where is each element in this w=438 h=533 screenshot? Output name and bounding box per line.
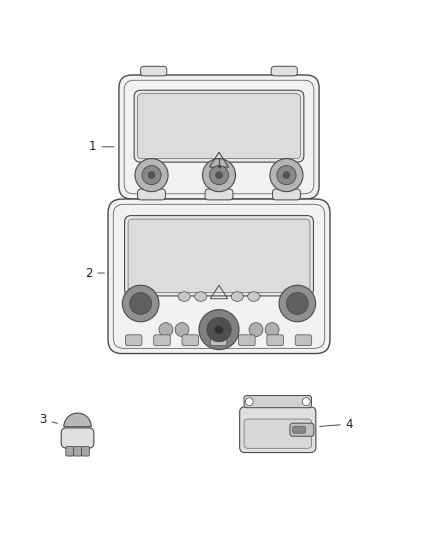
FancyBboxPatch shape: [74, 447, 81, 456]
Circle shape: [249, 322, 263, 336]
Circle shape: [199, 310, 239, 350]
FancyBboxPatch shape: [125, 335, 142, 346]
Circle shape: [175, 322, 189, 336]
Text: 4: 4: [320, 417, 353, 431]
FancyBboxPatch shape: [267, 335, 283, 346]
Ellipse shape: [194, 292, 207, 301]
FancyBboxPatch shape: [290, 423, 314, 436]
FancyBboxPatch shape: [81, 447, 89, 456]
Text: 2: 2: [85, 266, 104, 279]
Circle shape: [245, 398, 253, 406]
Text: 3: 3: [39, 413, 57, 426]
FancyBboxPatch shape: [210, 335, 227, 346]
FancyBboxPatch shape: [128, 219, 310, 293]
Circle shape: [159, 322, 173, 336]
Circle shape: [302, 398, 310, 406]
FancyBboxPatch shape: [134, 90, 304, 162]
FancyBboxPatch shape: [61, 428, 94, 448]
FancyBboxPatch shape: [141, 66, 167, 76]
FancyBboxPatch shape: [240, 407, 316, 453]
FancyBboxPatch shape: [239, 335, 255, 346]
Circle shape: [279, 285, 316, 322]
Circle shape: [122, 285, 159, 322]
Circle shape: [130, 293, 152, 314]
Circle shape: [270, 158, 303, 192]
Circle shape: [148, 172, 155, 179]
FancyBboxPatch shape: [66, 447, 74, 456]
Wedge shape: [64, 413, 91, 427]
Circle shape: [209, 166, 229, 184]
Circle shape: [286, 293, 308, 314]
Circle shape: [283, 172, 290, 179]
Ellipse shape: [178, 292, 190, 301]
FancyBboxPatch shape: [244, 419, 311, 448]
FancyBboxPatch shape: [154, 335, 170, 346]
FancyBboxPatch shape: [119, 75, 319, 199]
Text: 1: 1: [89, 140, 114, 154]
FancyBboxPatch shape: [205, 189, 233, 200]
Circle shape: [207, 318, 231, 342]
Circle shape: [277, 166, 296, 184]
Circle shape: [202, 158, 236, 192]
Ellipse shape: [231, 292, 244, 301]
FancyBboxPatch shape: [138, 189, 166, 200]
FancyBboxPatch shape: [138, 94, 300, 159]
FancyBboxPatch shape: [124, 215, 314, 296]
FancyBboxPatch shape: [271, 66, 297, 76]
FancyBboxPatch shape: [272, 189, 300, 200]
Circle shape: [142, 166, 161, 184]
FancyBboxPatch shape: [182, 335, 198, 346]
Circle shape: [215, 325, 223, 334]
FancyBboxPatch shape: [108, 199, 330, 353]
Circle shape: [135, 158, 168, 192]
Ellipse shape: [248, 292, 260, 301]
Circle shape: [215, 172, 223, 179]
FancyBboxPatch shape: [244, 395, 311, 408]
FancyBboxPatch shape: [293, 426, 306, 433]
FancyBboxPatch shape: [295, 335, 312, 346]
Circle shape: [265, 322, 279, 336]
